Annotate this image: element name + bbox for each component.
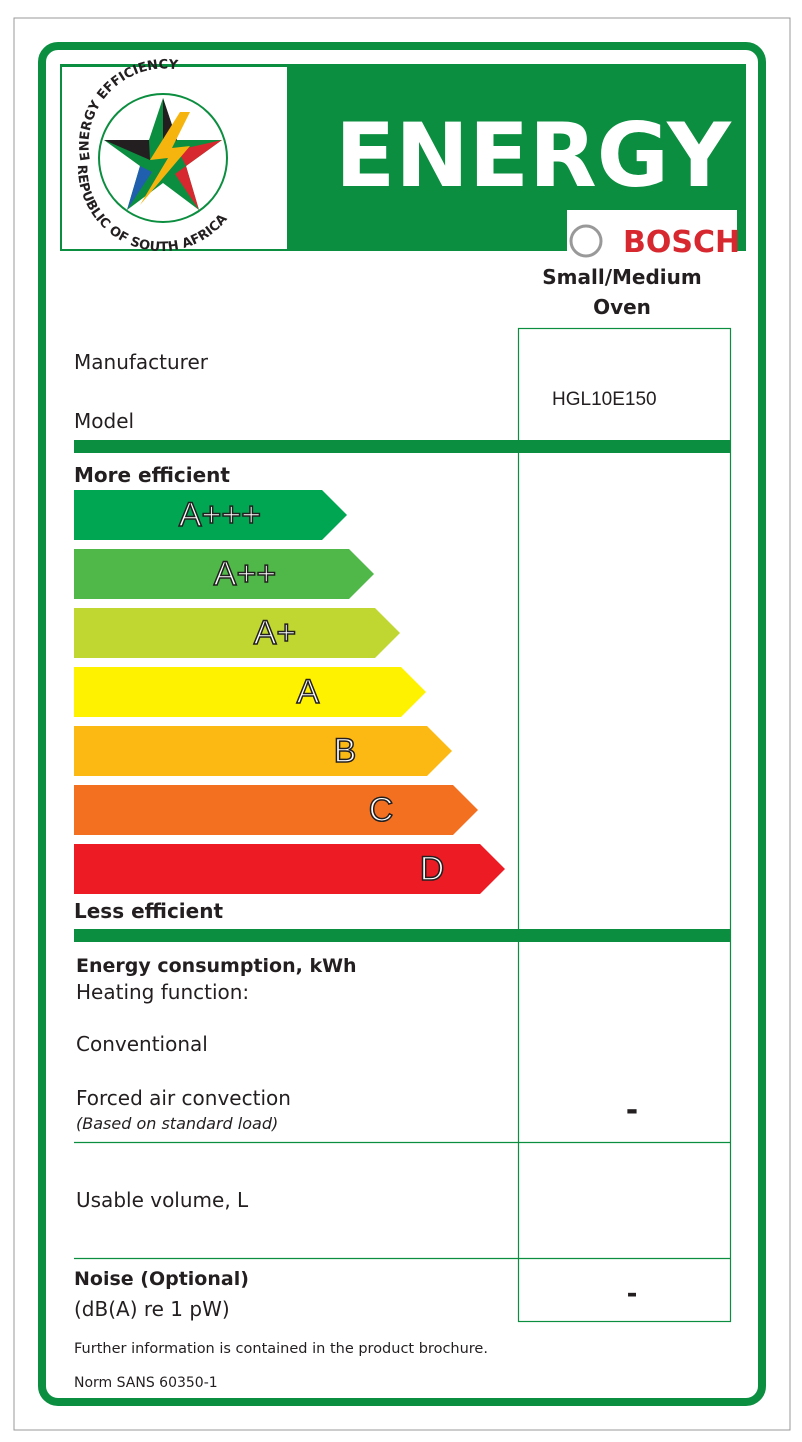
divider: [74, 440, 731, 453]
model-label: Model: [74, 409, 134, 433]
noise-heading: Noise (Optional): [74, 1268, 249, 1290]
class-arrow: [74, 549, 374, 599]
green-border: [38, 42, 766, 1406]
class-arrow: [74, 490, 347, 540]
class-arrow: [74, 726, 452, 776]
class-label: D: [420, 850, 445, 888]
class-label: B: [334, 732, 357, 770]
manufacturer-label: Manufacturer: [74, 350, 209, 374]
class-label: A: [297, 673, 320, 711]
class-label: A++: [214, 555, 276, 593]
class-arrow: [74, 785, 478, 835]
outer-border: [13, 17, 791, 1431]
conventional-label: Conventional: [76, 1032, 208, 1056]
logo-star: [104, 98, 222, 210]
product-type: Oven: [593, 295, 651, 319]
class-arrow: [74, 667, 426, 717]
consumption-heading: Energy consumption, kWh: [76, 955, 357, 977]
divider: [74, 929, 731, 942]
footer-norm: Norm SANS 60350-1: [74, 1375, 218, 1391]
logo-ring: [98, 93, 228, 223]
brand-name: BOSCH: [623, 225, 740, 260]
value-column: [517, 327, 732, 1323]
heating-function: Heating function:: [76, 980, 249, 1004]
consumption-value: -: [626, 1093, 638, 1128]
scale-top: More efficient: [74, 463, 230, 487]
class-label: A+++: [179, 496, 261, 534]
footer-info: Further information is contained in the …: [74, 1341, 488, 1357]
class-label: C: [369, 791, 394, 829]
class-arrow: [74, 608, 400, 658]
standard-load-note: (Based on standard load): [76, 1114, 278, 1133]
model-value: HGL10E150: [552, 389, 657, 410]
scale-bottom: Less efficient: [74, 899, 223, 923]
class-arrow: [74, 844, 505, 894]
volume-label: Usable volume, L: [76, 1188, 249, 1212]
brand-icon: [569, 224, 603, 258]
product-type: Small/Medium: [542, 265, 701, 289]
brand-box: [567, 210, 737, 255]
noise-value: -: [627, 1279, 638, 1309]
header-title: ENERGY: [335, 104, 732, 207]
class-label: A+: [254, 614, 297, 652]
noise-unit: (dB(A) re 1 pW): [74, 1297, 230, 1321]
forced-label: Forced air convection: [76, 1086, 291, 1110]
